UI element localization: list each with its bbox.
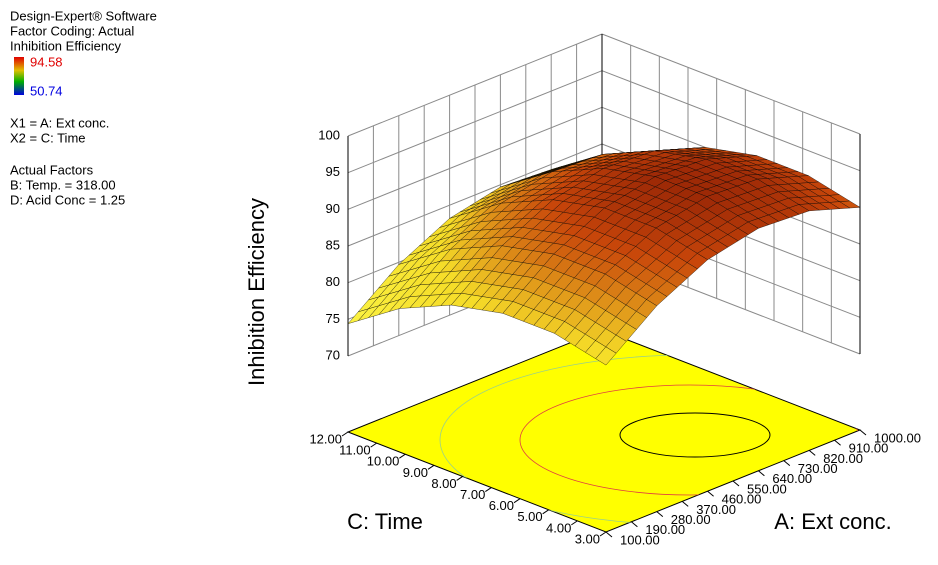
x-tick (707, 490, 714, 497)
contour-line (619, 412, 771, 458)
y-tick (341, 431, 349, 437)
info-line: Factor Coding: Actual (10, 23, 134, 38)
x-tick (656, 511, 664, 517)
x-tick-label: 100.00 (620, 532, 660, 547)
y-tick-label: 9.00 (403, 465, 428, 480)
y-tick-label: 10.00 (367, 454, 400, 469)
surface (347, 147, 861, 366)
z-tick-label: 75 (326, 311, 340, 326)
x-tick (681, 501, 689, 507)
z-axis-label: Inhibition Efficiency (244, 198, 269, 386)
y-tick-label: 5.00 (517, 509, 542, 524)
y-tick (513, 498, 521, 504)
actual-factors-title: Actual Factors (10, 162, 94, 177)
z-tick-label: 100 (318, 127, 340, 142)
contour-line (519, 384, 860, 496)
x-tick (783, 460, 791, 466)
x-tick-label: 460.00 (722, 492, 762, 507)
y-tick-label: 12.00 (309, 431, 342, 446)
actual-factor: D: Acid Conc = 1.25 (10, 192, 125, 207)
x-tick (834, 439, 841, 446)
z-tick-label: 85 (326, 237, 340, 252)
y-tick (485, 487, 492, 492)
color-max: 94.58 (30, 54, 63, 69)
y-tick-label: 7.00 (460, 487, 485, 502)
y-tick-label: 8.00 (431, 476, 456, 491)
y-tick-label: 3.00 (575, 531, 600, 546)
z-tick-label: 70 (326, 347, 340, 362)
x-axis-label: A: Ext conc. (774, 509, 891, 534)
x-tick (758, 470, 765, 477)
z-tick-label: 90 (326, 201, 340, 216)
grid-line (601, 33, 861, 135)
x-tick-label: 730.00 (798, 461, 838, 476)
color-bar (14, 57, 24, 95)
info-line: Design-Expert® Software (10, 8, 157, 23)
actual-factor: B: Temp. = 318.00 (10, 177, 116, 192)
x-tick-label: 280.00 (671, 512, 711, 527)
x-tick-label: 370.00 (696, 502, 736, 517)
x-tick (859, 429, 867, 436)
z-tick-label: 95 (326, 164, 340, 179)
y-tick (542, 509, 549, 515)
y-tick (571, 520, 578, 526)
x-tick-label: 550.00 (747, 481, 787, 496)
x-tick (732, 480, 740, 487)
x-tick-label: 640.00 (772, 471, 812, 486)
info-line: Inhibition Efficiency (10, 38, 122, 53)
y-tick (599, 531, 607, 537)
factor-line: X2 = C: Time (10, 130, 86, 145)
surface-facet (595, 346, 617, 366)
x-tick-label: 820.00 (823, 451, 863, 466)
y-tick-label: 6.00 (489, 498, 514, 513)
y-tick (456, 476, 463, 481)
x-tick (605, 531, 613, 538)
y-tick (399, 453, 406, 459)
y-tick (427, 464, 435, 470)
x-tick-label: 190.00 (645, 522, 685, 537)
y-tick-label: 11.00 (339, 443, 371, 458)
y-tick (370, 442, 377, 448)
x-tick-label: 910.00 (849, 441, 889, 456)
y-axis-label: C: Time (347, 509, 423, 534)
x-tick-label: 1000.00 (874, 430, 921, 445)
labels: 707580859095100100.00190.00280.00370.004… (309, 127, 921, 547)
y-tick-label: 4.00 (546, 520, 571, 535)
z-tick-label: 80 (326, 274, 340, 289)
factor-line: X1 = A: Ext conc. (10, 115, 109, 130)
x-tick (631, 521, 638, 528)
color-min: 50.74 (30, 83, 63, 98)
grid-line (601, 70, 861, 172)
x-tick (808, 450, 816, 456)
